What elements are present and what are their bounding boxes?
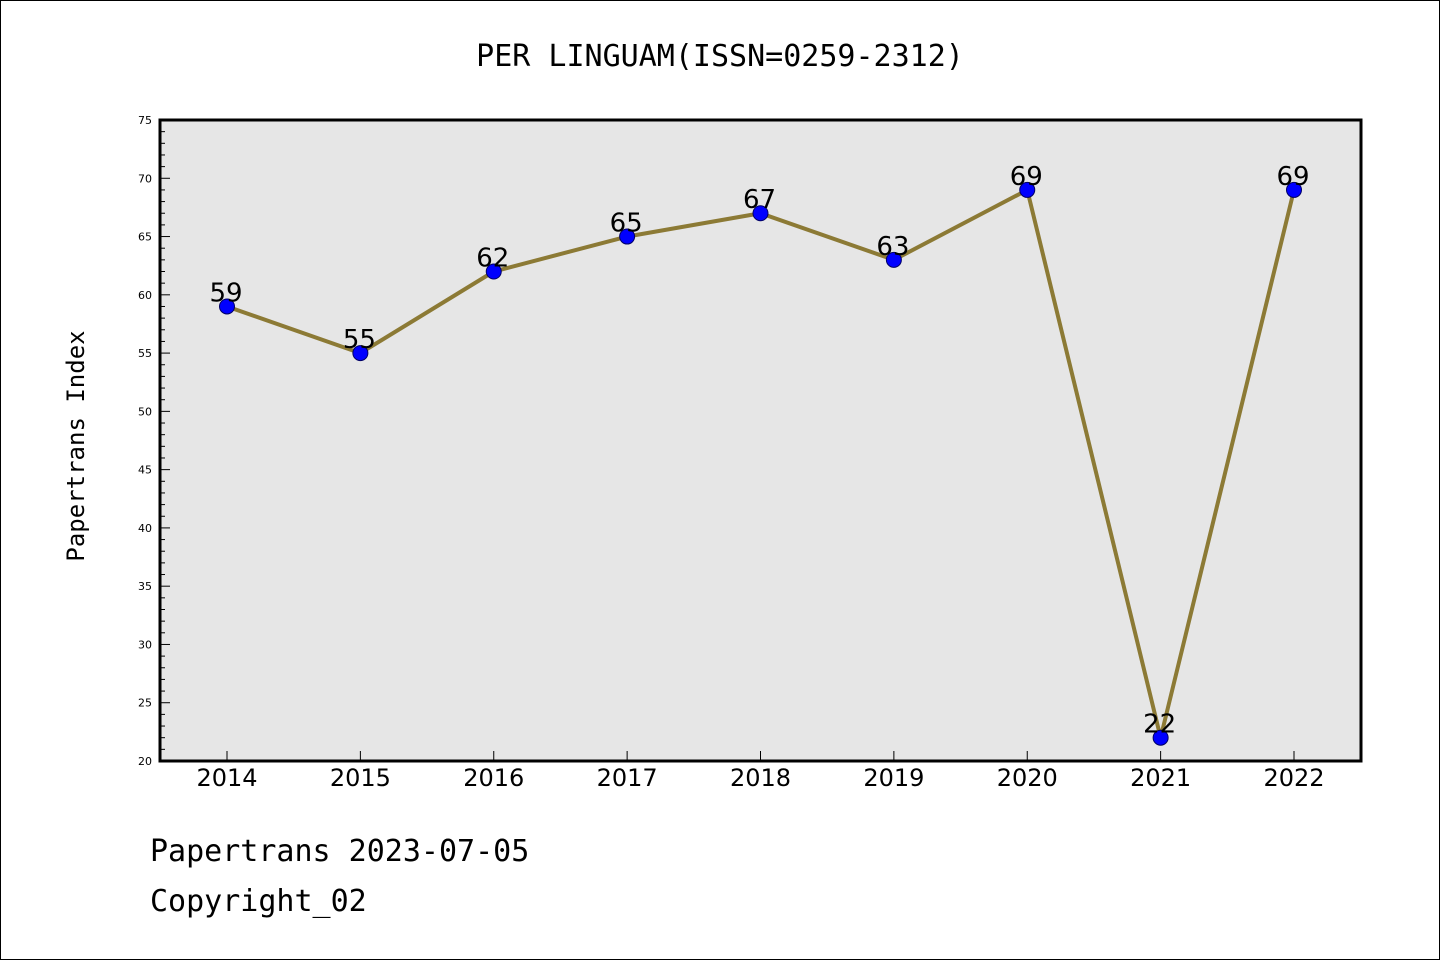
plot-area [158,118,1363,763]
y-tick-label: 50 [138,405,152,418]
y-tick-label: 55 [138,347,152,360]
data-label: 65 [610,209,643,239]
x-tick-label: 2014 [196,764,257,792]
x-tick-label: 2015 [330,764,391,792]
y-tick-label: 40 [138,522,152,535]
data-points [219,181,1302,746]
x-tick-label: 2020 [997,764,1058,792]
data-label: 59 [209,278,242,308]
x-tick-label: 2016 [463,764,524,792]
x-tick-label: 2018 [730,764,791,792]
y-axis-label: Papertrans Index [62,330,90,561]
data-label: 55 [343,325,376,355]
y-tick-label: 35 [138,580,152,593]
data-point [752,205,769,222]
data-label: 67 [743,185,776,215]
data-point [352,345,369,362]
x-tick-label: 2022 [1263,764,1324,792]
y-tick-label: 45 [138,464,152,477]
data-point [885,251,902,268]
data-point [1019,181,1036,198]
x-axis-ticks: 2014 2015 2016 2017 2018 2019 2020 2021 2022 [196,751,1325,792]
data-label: 62 [476,244,509,274]
data-point [1286,181,1302,198]
data-label: 69 [1010,162,1043,192]
footer-date-line: Papertrans 2023-07-05 [150,834,530,869]
data-label: 69 [1276,162,1309,192]
x-tick-label: 2019 [863,764,924,792]
y-tick-label: 25 [138,697,152,710]
footer-copyright-line: Copyright_02 [150,884,367,919]
data-point [219,298,235,315]
y-tick-label: 70 [138,172,152,185]
data-point [485,263,502,280]
data-label: 63 [876,232,909,262]
data-point [619,228,636,245]
y-tick-label: 75 [138,114,152,127]
data-label: 22 [1143,710,1176,740]
chart-title: PER LINGUAM(ISSN=0259-2312) [476,39,964,74]
y-axis-ticks: 20 25 30 35 40 45 50 55 60 65 70 75 [138,114,170,768]
y-tick-label: 65 [138,231,152,244]
data-labels: 59 55 62 65 67 63 69 22 69 [209,162,1309,740]
y-tick-label: 20 [138,755,152,768]
y-tick-label: 30 [138,638,152,651]
x-tick-label: 2021 [1130,764,1191,792]
x-tick-label: 2017 [597,764,658,792]
y-tick-label: 60 [138,289,152,302]
data-point [1152,729,1169,746]
